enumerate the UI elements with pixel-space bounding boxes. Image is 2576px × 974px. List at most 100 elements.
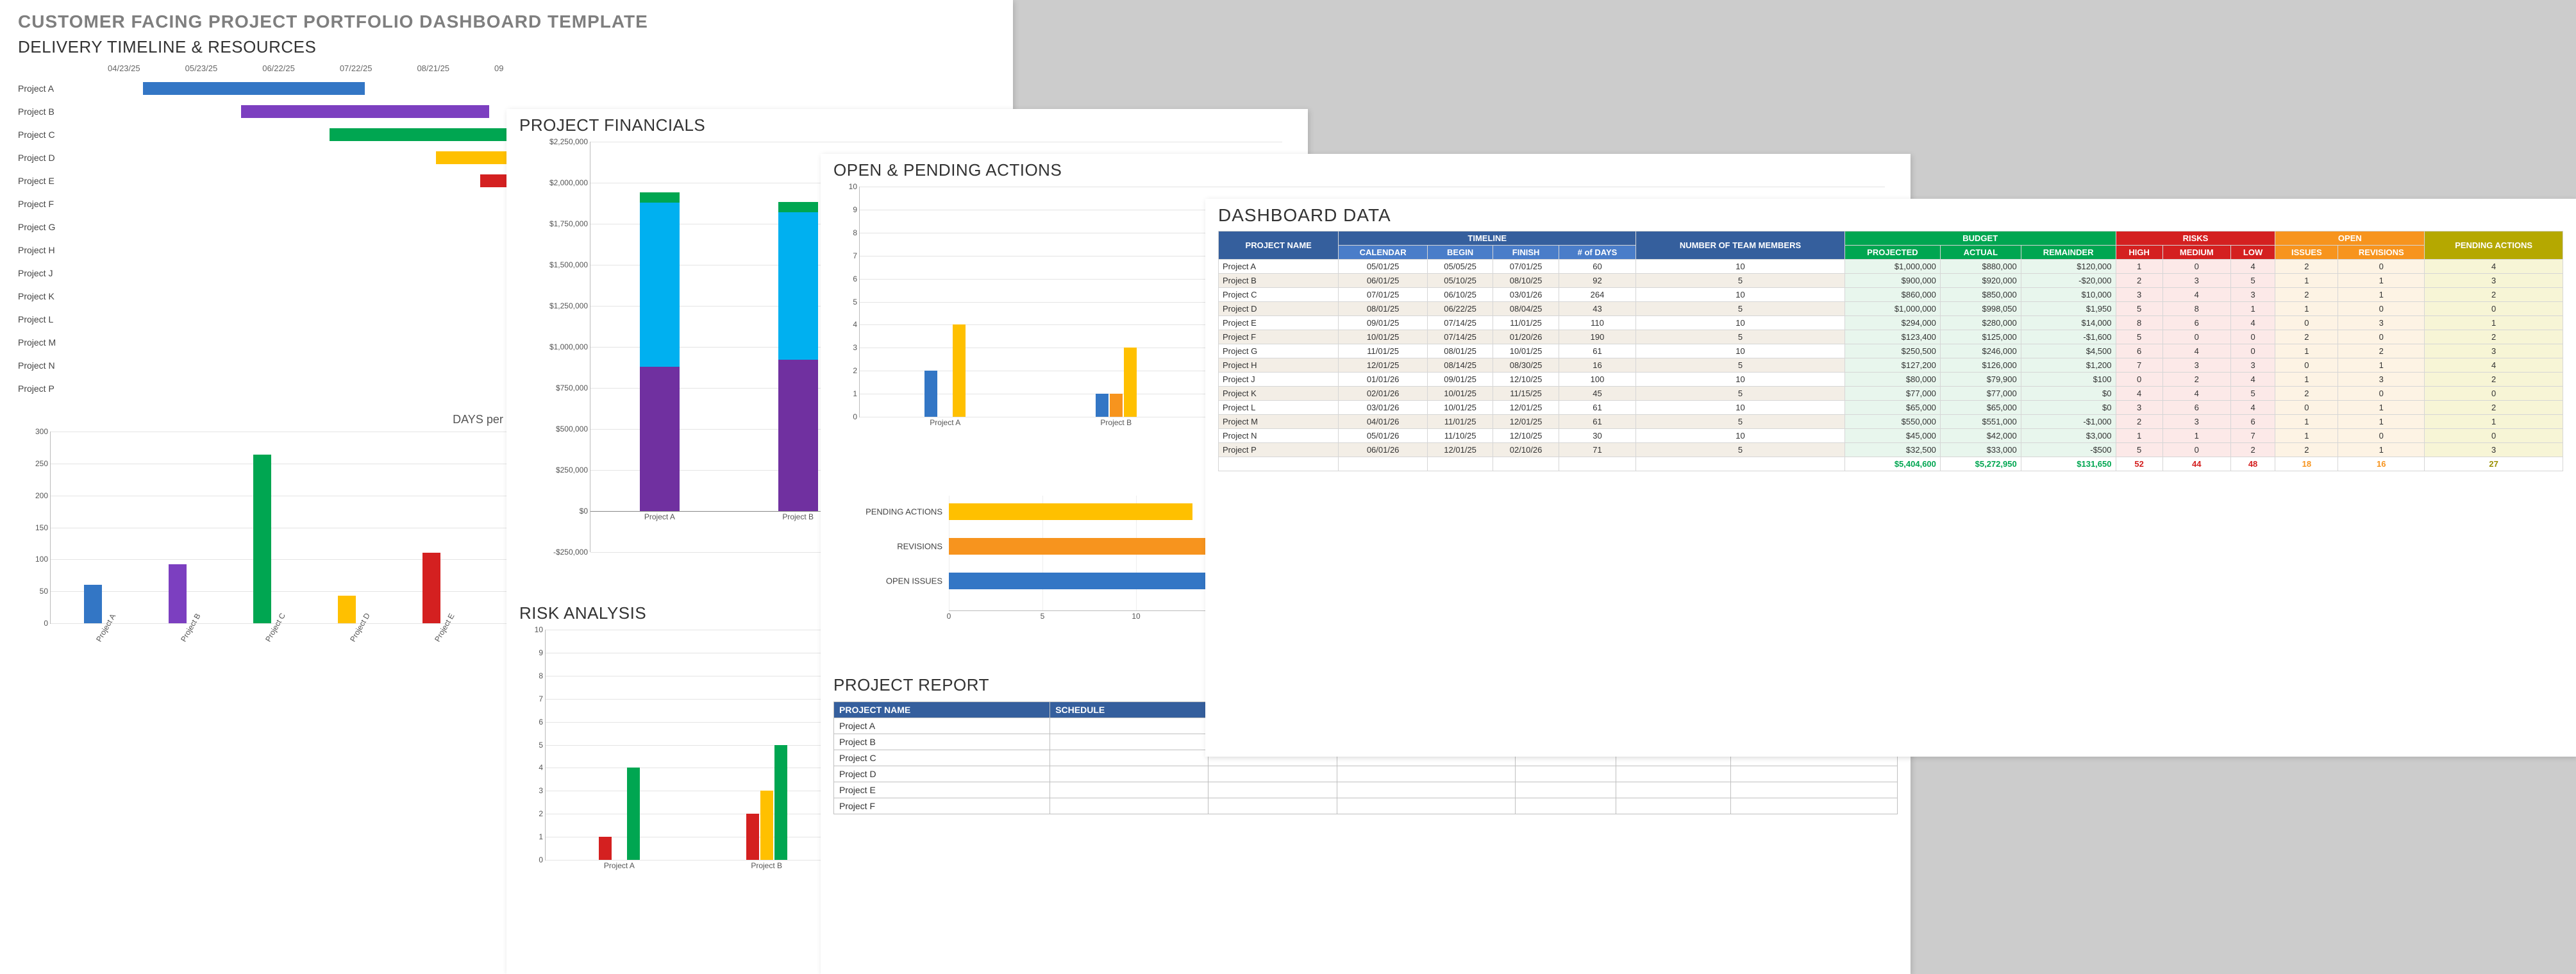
table-group-header: REMAINDER xyxy=(2021,246,2116,260)
y-tick-label: 50 xyxy=(40,587,51,596)
table-cell: 07/14/25 xyxy=(1427,330,1493,344)
table-cell: 264 xyxy=(1559,288,1635,302)
table-cell: 3 xyxy=(2162,415,2230,429)
table-cell: Project C xyxy=(1219,288,1339,302)
table-group-header: REVISIONS xyxy=(2338,246,2425,260)
table-cell: 1 xyxy=(2338,415,2425,429)
table-cell: $550,000 xyxy=(1844,415,1940,429)
hbar-label: PENDING ACTIONS xyxy=(866,507,949,517)
table-cell: 2 xyxy=(2425,373,2563,387)
table-cell: Project P xyxy=(1219,443,1339,457)
table-cell: 2 xyxy=(2338,344,2425,358)
table-cell: $880,000 xyxy=(1940,260,2021,274)
table-cell: $3,000 xyxy=(2021,429,2116,443)
table-group-header: PENDING ACTIONS xyxy=(2425,231,2563,260)
table-cell: 02/10/26 xyxy=(1493,443,1559,457)
table-cell: 07/01/25 xyxy=(1493,260,1559,274)
table-group-header: # of DAYS xyxy=(1559,246,1635,260)
table-cell: 0 xyxy=(2162,330,2230,344)
gantt-date-label: 07/22/25 xyxy=(340,63,372,73)
table-cell: Project D xyxy=(1219,302,1339,316)
days-bar xyxy=(422,553,440,623)
table-cell: 1 xyxy=(2425,415,2563,429)
gantt-project-label: Project P xyxy=(18,383,108,394)
delivery-title: DELIVERY TIMELINE & RESOURCES xyxy=(18,37,995,57)
table-cell: 1 xyxy=(2338,274,2425,288)
y-tick-label: 0 xyxy=(539,855,546,864)
table-cell: 05/05/25 xyxy=(1427,260,1493,274)
report-cell xyxy=(1050,750,1209,766)
table-cell: 10 xyxy=(1636,373,1845,387)
x-tick-label: 5 xyxy=(1041,610,1045,621)
x-tick-label: Project B xyxy=(1100,417,1132,427)
report-cell xyxy=(1515,766,1616,782)
table-cell: $1,200 xyxy=(2021,358,2116,373)
table-total-cell: 27 xyxy=(2425,457,2563,471)
table-cell: 8 xyxy=(2116,316,2162,330)
table-group-header: ISSUES xyxy=(2275,246,2338,260)
table-cell: $125,000 xyxy=(1940,330,2021,344)
table-cell: -$1,600 xyxy=(2021,330,2116,344)
table-cell: 1 xyxy=(2230,302,2275,316)
table-cell: $850,000 xyxy=(1940,288,2021,302)
table-cell: $14,000 xyxy=(2021,316,2116,330)
table-cell: 71 xyxy=(1559,443,1635,457)
table-group-header: OPEN xyxy=(2275,231,2425,246)
table-cell: Project M xyxy=(1219,415,1339,429)
y-tick-label: 250 xyxy=(35,459,51,468)
days-bar xyxy=(338,596,356,623)
table-cell: Project B xyxy=(1219,274,1339,288)
y-tick-label: 6 xyxy=(853,274,860,283)
table-row: Project N05/01/2611/10/2512/10/253010$45… xyxy=(1219,429,2563,443)
gantt-project-label: Project C xyxy=(18,130,108,140)
table-cell: $45,000 xyxy=(1844,429,1940,443)
table-total-cell: 18 xyxy=(2275,457,2338,471)
table-cell: 2 xyxy=(2116,415,2162,429)
table-cell: $250,500 xyxy=(1844,344,1940,358)
table-cell: 6 xyxy=(2162,316,2230,330)
table-cell: 3 xyxy=(2425,443,2563,457)
table-cell: 12/10/25 xyxy=(1493,373,1559,387)
table-cell: 1 xyxy=(2275,274,2338,288)
table-cell: 2 xyxy=(2275,260,2338,274)
table-cell: 05/10/25 xyxy=(1427,274,1493,288)
table-cell: 1 xyxy=(2275,429,2338,443)
report-cell xyxy=(1731,782,1898,798)
table-group-header: MEDIUM xyxy=(2162,246,2230,260)
table-cell: 06/01/26 xyxy=(1339,443,1427,457)
table-row: Project F10/01/2507/14/2501/20/261905$12… xyxy=(1219,330,2563,344)
gantt-date-label: 06/22/25 xyxy=(262,63,295,73)
table-cell: 1 xyxy=(2275,373,2338,387)
table-cell: $42,000 xyxy=(1940,429,2021,443)
dashboard-data-table: PROJECT NAMETIMELINENUMBER OF TEAM MEMBE… xyxy=(1218,231,2563,471)
table-cell: 0 xyxy=(2425,302,2563,316)
y-tick-label: $1,000,000 xyxy=(549,342,590,351)
table-cell: -$1,000 xyxy=(2021,415,2116,429)
table-cell: 5 xyxy=(2116,443,2162,457)
table-cell: 7 xyxy=(2116,358,2162,373)
table-cell: Project A xyxy=(1219,260,1339,274)
table-cell: $32,500 xyxy=(1844,443,1940,457)
report-cell xyxy=(1050,766,1209,782)
table-cell: $246,000 xyxy=(1940,344,2021,358)
table-cell: -$20,000 xyxy=(2021,274,2116,288)
table-cell: 1 xyxy=(2275,302,2338,316)
table-row: Project J01/01/2609/01/2512/10/2510010$8… xyxy=(1219,373,2563,387)
table-cell: 10/01/25 xyxy=(1427,387,1493,401)
table-row: Project K02/01/2610/01/2511/15/25455$77,… xyxy=(1219,387,2563,401)
open-hbar xyxy=(949,503,1192,520)
table-cell: 4 xyxy=(2162,387,2230,401)
table-cell: 12/10/25 xyxy=(1493,429,1559,443)
table-cell: $998,050 xyxy=(1940,302,2021,316)
table-cell: 08/30/25 xyxy=(1493,358,1559,373)
table-cell: 09/01/25 xyxy=(1339,316,1427,330)
table-total-cell xyxy=(1427,457,1493,471)
fin-bar-actual xyxy=(778,360,818,511)
table-cell: 5 xyxy=(1636,330,1845,344)
y-tick-label: 4 xyxy=(539,763,546,772)
risk-bar xyxy=(599,837,612,860)
report-cell xyxy=(1209,782,1337,798)
table-cell: 2 xyxy=(2275,387,2338,401)
y-tick-label: 6 xyxy=(539,718,546,726)
table-cell: 0 xyxy=(2338,330,2425,344)
